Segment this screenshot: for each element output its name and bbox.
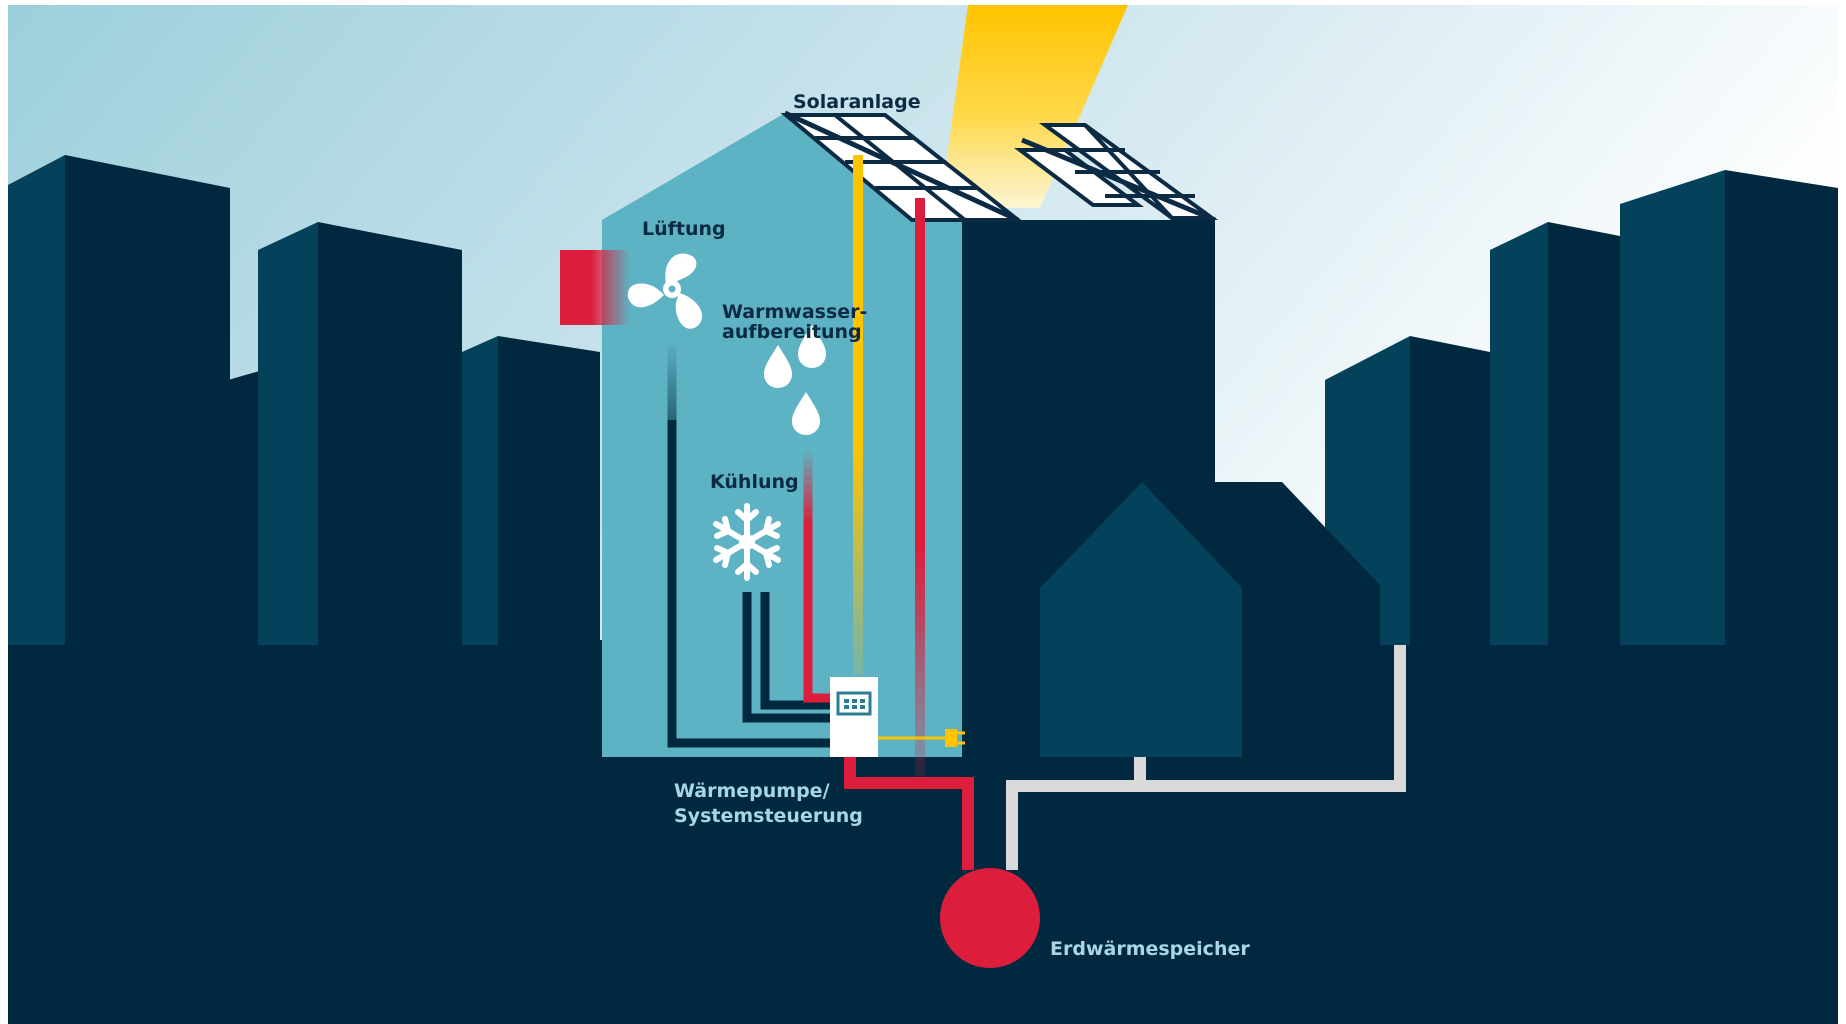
water-drops-icon	[764, 325, 826, 435]
snowflake-icon	[713, 503, 781, 581]
label-storage: Erdwärmespeicher	[1050, 938, 1250, 960]
power-plug-icon	[878, 729, 965, 747]
label-ventilation: Lüftung	[642, 218, 726, 240]
neighbour-building	[1215, 482, 1380, 660]
label-hot-water-1: Warmwasser-	[722, 301, 867, 323]
solar-pipe	[853, 155, 863, 675]
ventilation-pipe-outer	[667, 420, 835, 748]
house-facade	[602, 113, 962, 757]
solar-return-pipe	[915, 198, 925, 778]
skyline-right	[1325, 170, 1838, 645]
heat-pump-unit-icon	[830, 677, 878, 757]
fan-icon	[627, 253, 703, 329]
cooling-pipe-2	[760, 592, 835, 710]
small-house	[1040, 482, 1242, 757]
storage-supply-pipe-fade	[962, 820, 974, 870]
label-solar: Solaranlage	[793, 91, 921, 113]
storage-sphere-icon	[940, 868, 1040, 968]
solar-panel-icon	[780, 110, 1219, 223]
label-heat-pump-2: Systemsteuerung	[674, 805, 863, 827]
cooling-pipe	[742, 592, 835, 723]
label-hot-water-2: aufbereitung	[722, 321, 862, 343]
ground-pipe	[1006, 645, 1406, 870]
sun-beam	[940, 5, 1128, 208]
ventilation-heat-source	[560, 250, 630, 325]
label-cooling: Kühlung	[710, 471, 799, 493]
label-heat-pump-1: Wärmepumpe/	[674, 780, 830, 802]
skyline-left	[8, 155, 600, 645]
hot-water-pipe	[803, 450, 835, 703]
